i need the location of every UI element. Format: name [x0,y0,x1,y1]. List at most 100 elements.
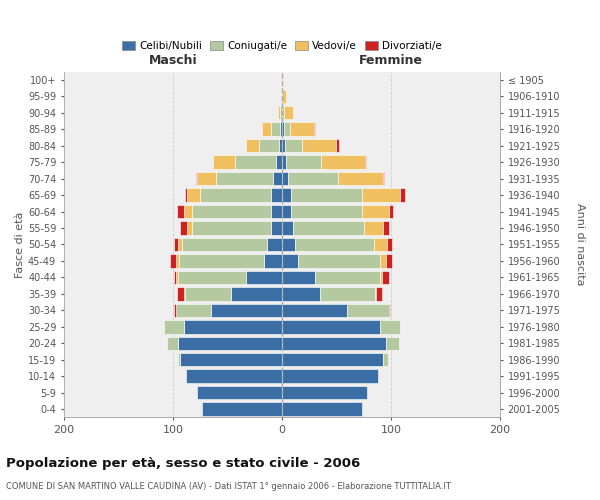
Bar [266,238,282,251]
Bar [271,122,280,136]
Bar [202,402,282,416]
Bar [364,221,383,234]
Bar [383,353,388,366]
Bar [282,139,285,152]
Bar [365,156,366,169]
Bar [289,172,338,186]
Bar [386,254,392,268]
Bar [290,188,362,202]
Bar [217,172,273,186]
Bar [282,386,367,400]
Bar [282,304,347,317]
Bar [193,205,271,218]
Bar [380,320,400,334]
Bar [284,106,293,120]
Bar [374,287,376,300]
Bar [282,188,290,202]
Bar [259,139,278,152]
Bar [278,106,280,120]
Bar [235,156,277,169]
Bar [302,139,337,152]
Bar [282,90,286,103]
Bar [362,188,400,202]
Bar [187,221,193,234]
Bar [273,172,282,186]
Bar [282,353,383,366]
Bar [389,205,393,218]
Bar [290,205,362,218]
Legend: Celibi/Nubili, Coniugati/e, Vedovi/e, Divorziati/e: Celibi/Nubili, Coniugati/e, Vedovi/e, Di… [118,37,446,56]
Bar [338,172,383,186]
Bar [196,172,197,186]
Bar [290,122,314,136]
Bar [376,287,382,300]
Y-axis label: Fasce di età: Fasce di età [15,212,25,278]
Bar [213,156,235,169]
Bar [282,336,386,350]
Bar [164,320,184,334]
Bar [282,106,284,120]
Bar [282,402,362,416]
Bar [383,172,385,186]
Bar [347,304,389,317]
Bar [282,73,283,86]
Bar [380,254,386,268]
Bar [282,320,380,334]
Y-axis label: Anni di nascita: Anni di nascita [575,203,585,285]
Bar [282,205,290,218]
Bar [230,287,282,300]
Bar [321,156,365,169]
Bar [383,221,389,234]
Bar [174,238,178,251]
Bar [184,320,282,334]
Bar [282,238,295,251]
Bar [211,304,282,317]
Text: COMUNE DI SAN MARTINO VALLE CAUDINA (AV) - Dati ISTAT 1° gennaio 2006 - Elaboraz: COMUNE DI SAN MARTINO VALLE CAUDINA (AV)… [6,482,451,491]
Bar [197,172,217,186]
Bar [389,304,390,317]
Bar [185,188,187,202]
Bar [280,106,282,120]
Bar [280,122,282,136]
Bar [186,370,282,383]
Bar [178,353,181,366]
Bar [285,139,302,152]
Bar [176,270,178,284]
Text: Popolazione per età, sesso e stato civile - 2006: Popolazione per età, sesso e stato civil… [6,458,360,470]
Bar [282,221,293,234]
Bar [184,287,185,300]
Bar [246,139,259,152]
Bar [282,287,320,300]
Bar [265,254,282,268]
Bar [170,254,176,268]
Bar [295,238,374,251]
Bar [282,156,286,169]
Bar [181,353,282,366]
Bar [246,270,282,284]
Bar [185,287,230,300]
Bar [362,205,389,218]
Bar [282,122,284,136]
Bar [282,172,289,186]
Bar [181,221,187,234]
Bar [382,270,389,284]
Bar [293,221,364,234]
Text: Maschi: Maschi [149,54,197,66]
Bar [178,238,182,251]
Bar [262,122,271,136]
Bar [298,254,380,268]
Bar [177,287,184,300]
Bar [182,238,266,251]
Bar [314,270,380,284]
Bar [200,188,271,202]
Bar [167,336,178,350]
Bar [193,221,271,234]
Bar [374,238,386,251]
Bar [282,270,314,284]
Bar [197,386,282,400]
Bar [176,254,179,268]
Bar [177,205,184,218]
Bar [337,139,338,152]
Bar [380,270,382,284]
Bar [277,156,282,169]
